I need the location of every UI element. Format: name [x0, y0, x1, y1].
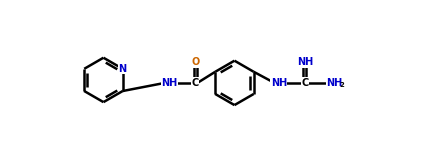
- Text: C: C: [192, 78, 199, 88]
- Text: O: O: [191, 57, 199, 67]
- Text: NH: NH: [326, 78, 343, 88]
- Text: NH: NH: [271, 78, 287, 88]
- Text: C: C: [301, 78, 309, 88]
- Text: NH: NH: [297, 57, 313, 67]
- Text: NH: NH: [161, 78, 178, 88]
- Text: 2: 2: [340, 83, 345, 88]
- Text: N: N: [119, 64, 127, 74]
